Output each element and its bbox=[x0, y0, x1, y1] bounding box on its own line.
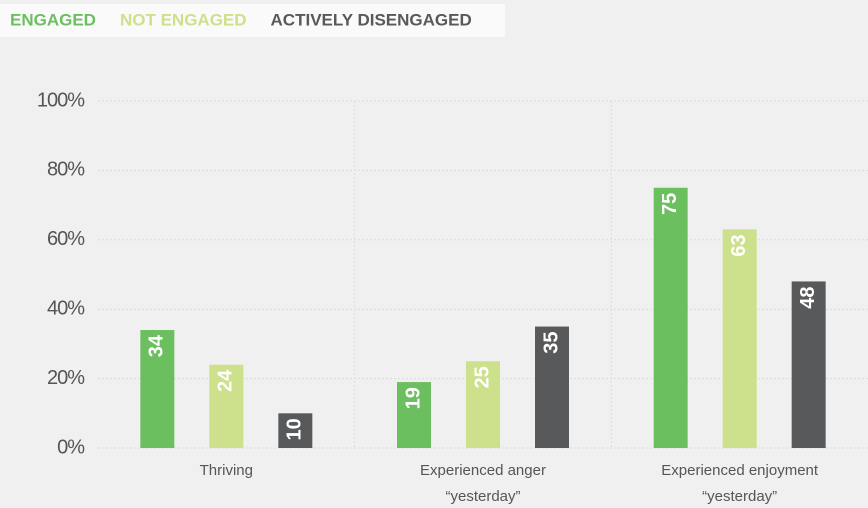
bar bbox=[466, 361, 500, 448]
legend-entry: ACTIVELY DISENGAGED bbox=[271, 10, 472, 29]
bar bbox=[397, 382, 431, 448]
x-tick-label: “yesterday” bbox=[445, 488, 520, 505]
bar bbox=[209, 364, 244, 448]
legend-entry: ENGAGED bbox=[10, 10, 96, 29]
bar bbox=[535, 326, 569, 448]
x-tick-label: Thriving bbox=[200, 462, 253, 479]
legend-box bbox=[0, 4, 505, 37]
x-tick-label: Experienced enjoyment bbox=[661, 462, 819, 479]
bar bbox=[140, 330, 175, 448]
data-label: 48 bbox=[797, 286, 819, 308]
legend-entry: NOT ENGAGED bbox=[120, 10, 247, 29]
y-tick-label: 20% bbox=[47, 367, 85, 389]
bar bbox=[722, 229, 757, 448]
bar bbox=[278, 413, 313, 448]
y-tick-label: 0% bbox=[57, 436, 85, 458]
x-tick-label: Experienced anger bbox=[420, 462, 546, 479]
data-label: 19 bbox=[402, 387, 424, 409]
data-label: 25 bbox=[471, 366, 493, 388]
bar bbox=[791, 281, 826, 448]
data-label: 63 bbox=[728, 234, 750, 256]
data-label: 35 bbox=[540, 332, 562, 354]
y-tick-label: 80% bbox=[47, 159, 85, 181]
data-label: 34 bbox=[146, 334, 168, 357]
data-label: 10 bbox=[284, 418, 306, 440]
data-label: 75 bbox=[659, 193, 681, 215]
y-tick-label: 60% bbox=[47, 228, 85, 250]
y-tick-label: 100% bbox=[37, 89, 85, 111]
y-tick-label: 40% bbox=[47, 297, 85, 319]
bar bbox=[653, 187, 688, 448]
x-tick-label: “yesterday” bbox=[702, 488, 777, 505]
data-label: 24 bbox=[215, 369, 237, 392]
